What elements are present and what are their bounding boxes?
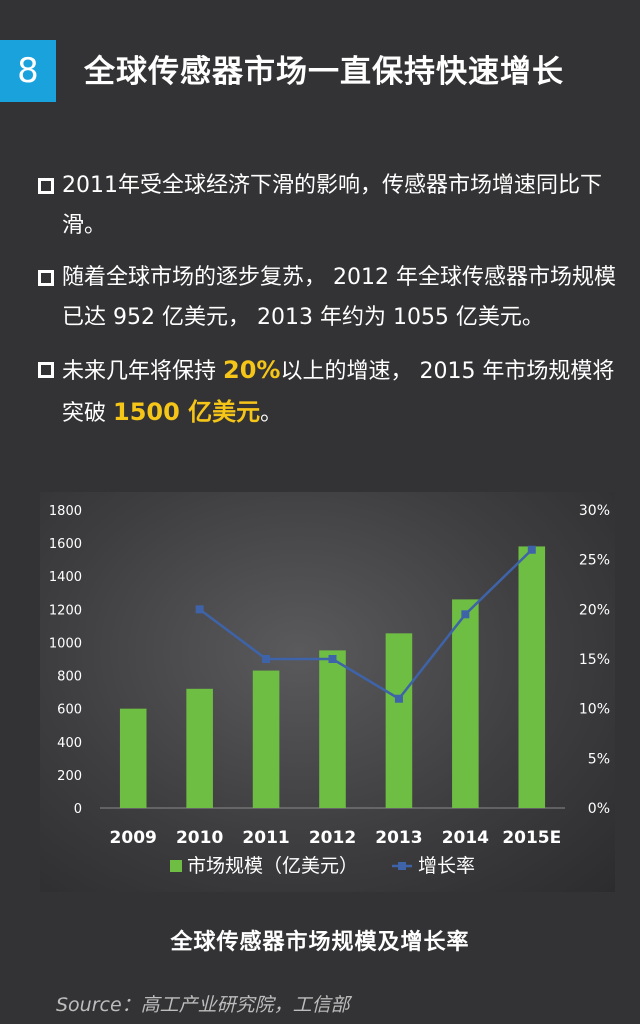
bar-2012: [319, 650, 346, 808]
growth-rate-point-2011: [262, 655, 271, 663]
source-note: Source：高工产业研究院，工信部: [56, 994, 350, 1016]
combo-chart: 0 200 400 600 800 1000 1200 1400 1600 1800 0% 5% 10%…: [49, 503, 610, 877]
square-bullet-icon: [38, 270, 54, 286]
bullet-text-part: 未来几年将保持: [62, 359, 223, 384]
bar-2013: [385, 633, 413, 808]
growth-rate-point-2013: [394, 694, 403, 703]
y-tick-label: 1800: [49, 504, 82, 519]
y2-tick-label: 15%: [579, 652, 610, 668]
legend-bar-swatch: [170, 860, 182, 872]
bullet-text-part: 以上的增速， 2015 年市场规模将突破: [62, 359, 615, 426]
y2-tick-label: 30%: [579, 503, 610, 519]
y-tick-label: 800: [57, 670, 82, 685]
bar-2009: [119, 708, 147, 808]
bullet-list: 2011年受全球经济下滑的影响，传感器市场增速同比下滑。 随着全球市场的逐步复苏…: [38, 166, 618, 446]
growth-rate-line: [198, 548, 533, 701]
square-bullet-icon: [38, 178, 54, 194]
bullet-text-part: 。: [260, 401, 283, 426]
y-tick-label: 600: [57, 703, 82, 718]
growth-rate-point-2014: [461, 610, 470, 619]
y2-tick-label: 20%: [579, 602, 610, 618]
y2-tick-label: 25%: [579, 553, 610, 569]
bar-2010: [186, 688, 213, 808]
x-tick-label: 2015E: [502, 828, 561, 848]
y-tick-label: 1000: [49, 636, 82, 651]
bar-2015E: [518, 546, 546, 808]
bullet-item: 随着全球市场的逐步复苏， 2012 年全球传感器市场规模已达 952 亿美元， …: [38, 258, 618, 338]
legend-line-label: 增长率: [418, 855, 475, 877]
bar-2014: [452, 599, 479, 808]
highlight-growth: 20%: [223, 356, 281, 384]
x-tick-label: 2011: [242, 828, 289, 848]
growth-rate-point-2015E: [527, 545, 536, 554]
y-tick-label: 200: [57, 769, 82, 784]
legend-line-marker: [398, 862, 406, 870]
x-tick-label: 2014: [442, 828, 489, 848]
y-tick-label: 400: [57, 736, 82, 751]
x-tick-label: 2013: [375, 828, 422, 848]
legend-bar-label: 市场规模（亿美元）: [187, 855, 358, 877]
y2-tick-label: 10%: [579, 702, 610, 718]
x-tick-label: 2012: [309, 828, 356, 848]
bullet-text: 2011年受全球经济下滑的影响，传感器市场增速同比下滑。: [62, 173, 602, 238]
highlight-market-size: 1500 亿美元: [113, 398, 261, 426]
bar-2011: [252, 670, 280, 808]
chart-area: 0 200 400 600 800 1000 1200 1400 1600 1800 0% 5% 10%…: [40, 492, 615, 892]
slide-number: 8: [0, 40, 56, 102]
chart-caption: 全球传感器市场规模及增长率: [170, 930, 470, 955]
y-tick-label: 0: [74, 802, 82, 817]
bullet-item: 未来几年将保持 20%以上的增速， 2015 年市场规模将突破 1500 亿美元…: [38, 350, 618, 434]
square-bullet-icon: [38, 362, 54, 378]
y2-tick-label: 5%: [588, 751, 610, 767]
x-tick-label: 2010: [176, 828, 223, 848]
x-tick-label: 2009: [110, 828, 157, 848]
growth-rate-point-2010: [195, 605, 204, 614]
bullet-item: 2011年受全球经济下滑的影响，传感器市场增速同比下滑。: [38, 166, 618, 246]
y-tick-label: 1200: [49, 603, 82, 618]
y-tick-label: 1400: [49, 570, 82, 585]
y-tick-label: 1600: [49, 537, 82, 552]
growth-rate-point-2012: [328, 655, 337, 663]
y2-tick-label: 0%: [588, 801, 610, 817]
page-title: 全球传感器市场一直保持快速增长: [84, 54, 564, 90]
bullet-text: 随着全球市场的逐步复苏， 2012 年全球传感器市场规模已达 952 亿美元， …: [62, 265, 616, 330]
bullet-text: 未来几年将保持 20%以上的增速， 2015 年市场规模将突破 1500 亿美元…: [62, 350, 618, 434]
